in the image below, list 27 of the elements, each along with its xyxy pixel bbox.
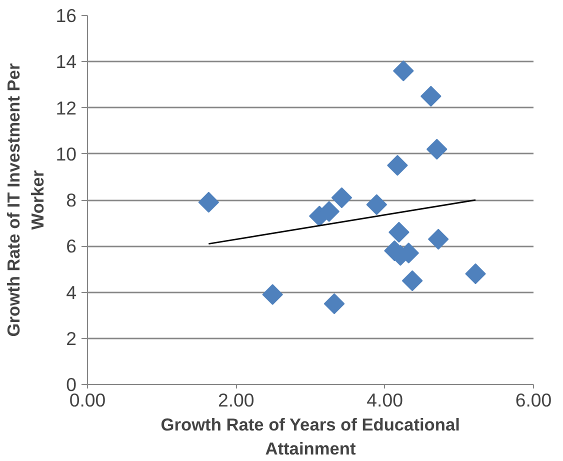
point bbox=[393, 60, 414, 82]
x-tick-label: 4.00 bbox=[366, 390, 403, 410]
point bbox=[366, 194, 388, 216]
y-tick-label: 16 bbox=[56, 5, 77, 26]
point bbox=[426, 138, 448, 160]
point bbox=[387, 155, 408, 176]
y-axis-title: Growth Rate of IT Investment Per Worker bbox=[4, 63, 48, 337]
y-tick-label: 10 bbox=[56, 143, 77, 164]
y-tick-label: 2 bbox=[66, 328, 77, 349]
y-tick-label: 0 bbox=[66, 374, 77, 395]
point bbox=[402, 270, 423, 292]
y-tick-label: 14 bbox=[56, 51, 77, 72]
x-axis-title: Growth Rate of Years of Educational Attainment bbox=[160, 414, 460, 458]
point bbox=[420, 86, 442, 107]
y-tick-label: 4 bbox=[66, 282, 77, 303]
y-tick-label: 12 bbox=[56, 97, 77, 118]
point bbox=[262, 284, 283, 305]
point bbox=[388, 222, 410, 243]
point bbox=[198, 192, 220, 213]
x-tick-label: 2.00 bbox=[218, 390, 254, 410]
y-tick-label: 6 bbox=[66, 236, 77, 257]
point bbox=[324, 293, 345, 314]
point bbox=[331, 187, 352, 208]
y-tick-label: 8 bbox=[66, 190, 77, 210]
point bbox=[428, 228, 449, 250]
x-tick-label: 6.00 bbox=[515, 390, 552, 410]
point bbox=[465, 263, 486, 284]
